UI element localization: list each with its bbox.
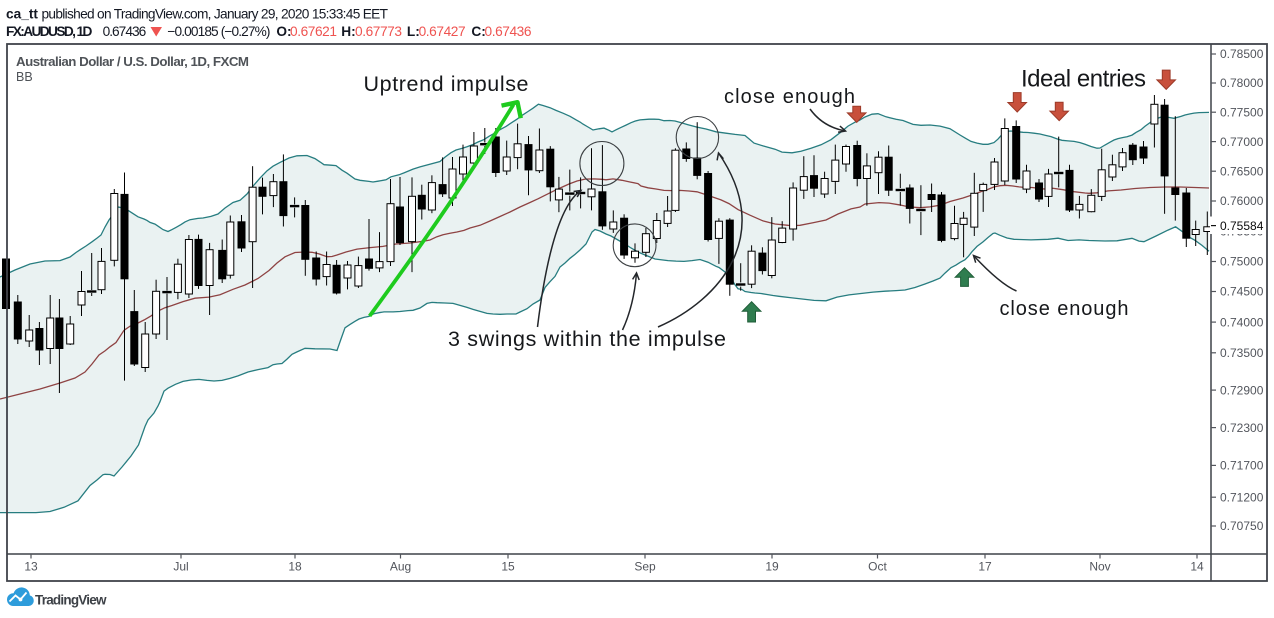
- svg-text:−0.00185 (−0.27%): −0.00185 (−0.27%): [167, 24, 270, 39]
- svg-text:0.71700: 0.71700: [1220, 459, 1264, 473]
- svg-text:Aug: Aug: [390, 560, 411, 574]
- svg-text:0.74500: 0.74500: [1220, 285, 1264, 299]
- svg-text:3 swings within the impulse: 3 swings within the impulse: [448, 327, 726, 351]
- svg-text:0.70750: 0.70750: [1220, 519, 1264, 533]
- svg-text:0.77500: 0.77500: [1220, 105, 1264, 119]
- svg-text:0.76500: 0.76500: [1220, 164, 1264, 178]
- svg-text:Jul: Jul: [173, 560, 188, 574]
- svg-text:0.73500: 0.73500: [1220, 346, 1264, 360]
- svg-text:Ideal entries: Ideal entries: [1021, 66, 1146, 93]
- svg-text:C:: C:: [471, 24, 485, 39]
- svg-text:O:: O:: [276, 24, 291, 39]
- svg-text:15: 15: [501, 560, 515, 574]
- svg-text:0.67436: 0.67436: [485, 24, 532, 39]
- svg-text:0.75000: 0.75000: [1220, 255, 1264, 269]
- svg-text:19: 19: [765, 560, 779, 574]
- svg-text:14: 14: [1190, 560, 1204, 574]
- svg-text:0.75584: 0.75584: [1220, 219, 1264, 233]
- svg-text:0.67427: 0.67427: [419, 24, 466, 39]
- svg-text:Nov: Nov: [1089, 560, 1110, 574]
- svg-text:18: 18: [288, 560, 302, 574]
- svg-text:0.78000: 0.78000: [1220, 76, 1264, 90]
- svg-text:H:: H:: [341, 24, 355, 39]
- svg-text:close enough: close enough: [724, 86, 855, 108]
- svg-text:13: 13: [24, 560, 38, 574]
- svg-text:0.74000: 0.74000: [1220, 315, 1264, 329]
- svg-text:Uptrend impulse: Uptrend impulse: [364, 72, 529, 96]
- svg-text:ca_tt: ca_tt: [6, 7, 38, 22]
- svg-text:0.71200: 0.71200: [1220, 490, 1264, 504]
- svg-text:L:: L:: [407, 24, 420, 39]
- svg-text:FX:AUDUSD, 1D: FX:AUDUSD, 1D: [6, 24, 93, 39]
- svg-text:0.72300: 0.72300: [1220, 421, 1264, 435]
- svg-text:0.77000: 0.77000: [1220, 135, 1264, 149]
- svg-text:0.76000: 0.76000: [1220, 194, 1264, 208]
- svg-text:Australian Dollar / U.S. Dolla: Australian Dollar / U.S. Dollar, 1D, FXC…: [16, 54, 249, 69]
- svg-text:17: 17: [978, 560, 992, 574]
- svg-text:0.67621: 0.67621: [290, 24, 337, 39]
- svg-text:0.67436: 0.67436: [103, 24, 147, 39]
- svg-text:0.67773: 0.67773: [355, 24, 402, 39]
- svg-text:0.72900: 0.72900: [1220, 383, 1264, 397]
- svg-text:BB: BB: [16, 70, 33, 84]
- svg-text:close enough: close enough: [1000, 298, 1129, 320]
- svg-text:Sep: Sep: [634, 560, 656, 574]
- svg-text:Oct: Oct: [868, 560, 887, 574]
- svg-text:TradingView: TradingView: [35, 593, 107, 608]
- svg-text:published on TradingView.com,: published on TradingView.com, January 29…: [42, 7, 389, 22]
- svg-text:0.78500: 0.78500: [1220, 47, 1264, 61]
